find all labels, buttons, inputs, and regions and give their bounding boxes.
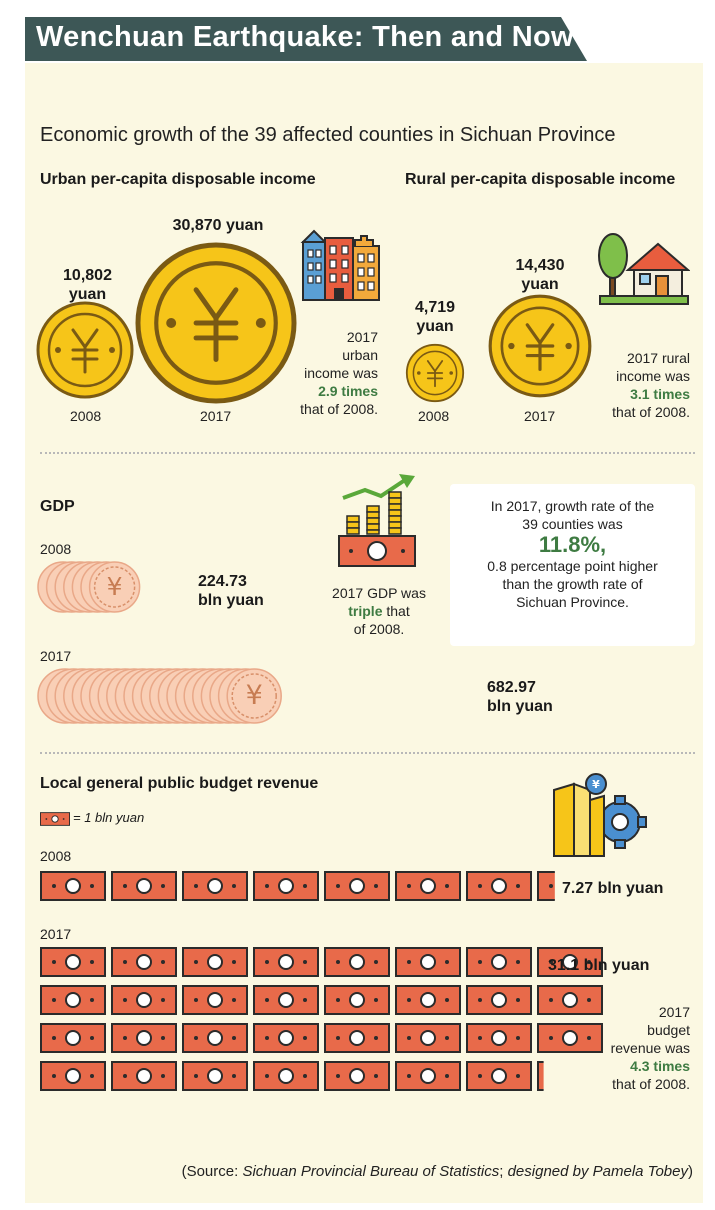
budget-2017-banknote (253, 985, 319, 1015)
budget-2008-banknote (111, 871, 177, 901)
budget-2008-banknote (182, 871, 248, 901)
divider-1 (40, 452, 695, 454)
budget-2017-banknotes (40, 947, 603, 1091)
budget-2008-banknote (466, 871, 532, 901)
budget-2017-banknote (111, 985, 177, 1015)
legend-banknote-icon (40, 812, 70, 826)
budget-2017-banknote (395, 985, 461, 1015)
rural-2008-coin (405, 343, 465, 403)
title-banner (25, 17, 587, 61)
svg-text:¥: ¥ (246, 680, 263, 711)
budget-2017-banknote (537, 985, 603, 1015)
gdp-2017-coin-stack: ¥ (37, 668, 282, 724)
budget-2008-banknote (253, 871, 319, 901)
budget-2017-banknote (111, 1061, 177, 1091)
urban-title: Urban per-capita disposable income (40, 171, 316, 188)
gdp-year-2008: 2008 (40, 541, 72, 557)
budget-note: 2017 budget revenue was 4.3 times that o… (610, 1004, 690, 1092)
urban-2008-value: 10,802 yuan (63, 267, 112, 303)
city-buildings-icon (300, 229, 380, 301)
source-credit: (Source: Sichuan Provincial Bureau of St… (181, 1163, 693, 1180)
budget-2017-banknote (466, 1023, 532, 1053)
rural-house-icon (598, 233, 690, 305)
budget-legend: = 1 bln yuan (73, 810, 145, 825)
budget-title: Local general public budget revenue (40, 775, 319, 792)
urban-year-2017: 2017 (200, 408, 232, 424)
svg-text:¥: ¥ (592, 778, 600, 791)
budget-building-gear-icon: ¥ (553, 773, 647, 857)
budget-2017-banknote (537, 1023, 603, 1053)
budget-2017-banknote (395, 1061, 461, 1091)
budget-2008-banknotes (40, 871, 555, 901)
budget-2017-banknote (324, 985, 390, 1015)
gdp-year-2017: 2017 (40, 648, 72, 664)
svg-text:¥: ¥ (107, 572, 123, 601)
budget-2017-banknote (395, 947, 461, 977)
budget-2017-banknote (40, 1023, 106, 1053)
growth-rate-box (450, 484, 695, 646)
gdp-2008-coin-stack: ¥ (37, 561, 141, 613)
urban-2017-coin (133, 240, 299, 406)
budget-year-2008: 2008 (40, 848, 72, 864)
growth-rate-text: In 2017, growth rate of the 39 counties … (487, 498, 658, 610)
gdp-2017-coin: ¥ (226, 668, 282, 724)
budget-2008-banknote (537, 871, 555, 901)
budget-2008-banknote (40, 871, 106, 901)
gdp-2008-value: 224.73 bln yuan (198, 573, 264, 609)
budget-2017-banknote (253, 947, 319, 977)
budget-2017-banknote (537, 1061, 544, 1091)
budget-2017-banknote (466, 985, 532, 1015)
budget-2017-banknote (324, 947, 390, 977)
budget-2017-banknote (111, 1023, 177, 1053)
rural-2017-coin (488, 294, 592, 398)
budget-2017-banknote (466, 947, 532, 977)
budget-2017-banknote (253, 1023, 319, 1053)
budget-2017-banknote (324, 1061, 390, 1091)
budget-2017-banknote (40, 985, 106, 1015)
gdp-2008-coin: ¥ (88, 561, 141, 613)
rural-year-2017: 2017 (524, 408, 556, 424)
budget-2017-banknote (40, 947, 106, 977)
budget-2017-banknote (182, 1023, 248, 1053)
urban-note: 2017 urban income was 2.9 times that of … (300, 329, 378, 417)
budget-2017-banknote (466, 1061, 532, 1091)
gdp-note: 2017 GDP was triple that of 2008. (332, 585, 426, 637)
budget-2017-banknote (111, 947, 177, 977)
rural-note: 2017 rural income was 3.1 times that of … (612, 350, 690, 420)
budget-year-2017: 2017 (40, 926, 72, 942)
urban-2008-coin (36, 301, 134, 399)
gdp-2017-value: 682.97 bln yuan (487, 679, 553, 715)
gdp-growth-icon (338, 474, 416, 567)
rural-2008-value: 4,719 yuan (414, 299, 456, 335)
budget-2017-banknote (40, 1061, 106, 1091)
subtitle: Economic growth of the 39 affected count… (40, 124, 616, 146)
rural-title: Rural per-capita disposable income (405, 171, 676, 188)
budget-2017-banknote (253, 1061, 319, 1091)
rural-year-2008: 2008 (418, 408, 450, 424)
gdp-title: GDP (40, 498, 75, 515)
divider-2 (40, 752, 695, 754)
urban-year-2008: 2008 (70, 408, 102, 424)
budget-2017-banknote (395, 1023, 461, 1053)
budget-2017-banknote (182, 985, 248, 1015)
budget-2008-value: 7.27 bln yuan (562, 880, 664, 897)
budget-2017-banknote (182, 1061, 248, 1091)
budget-2008-banknote (395, 871, 461, 901)
page-title: Wenchuan Earthquake: Then and Now (36, 21, 574, 53)
budget-2017-value: 31.1 bln yuan (548, 957, 650, 974)
budget-2017-banknote (324, 1023, 390, 1053)
budget-2008-banknote (324, 871, 390, 901)
rural-2017-value: 14,430 yuan (515, 257, 565, 293)
budget-2017-banknote (182, 947, 248, 977)
urban-2017-value: 30,870 yuan (172, 217, 264, 234)
